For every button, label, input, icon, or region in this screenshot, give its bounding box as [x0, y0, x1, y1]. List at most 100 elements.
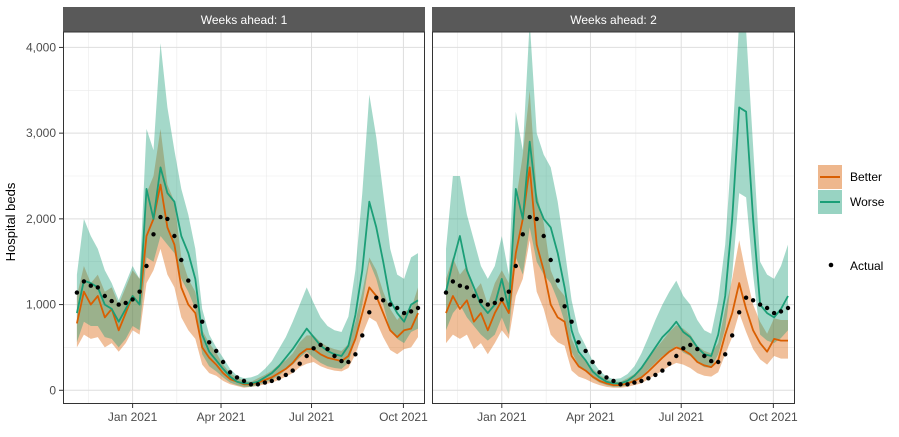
actual-point: [541, 233, 546, 239]
legend: Better Worse Actual: [818, 165, 885, 273]
actual-point: [339, 358, 344, 364]
legend-label-better: Better: [850, 170, 882, 184]
actual-point: [757, 302, 763, 307]
actual-point: [151, 232, 156, 237]
y-tick-label: 2,000: [26, 212, 56, 226]
panel-strip: [432, 7, 795, 32]
actual-point: [388, 302, 393, 307]
panel-1: Weeks ahead: 1 Jan 2021 Apr 2021 Jul 2021 Oc…: [63, 7, 428, 424]
legend-item-actual: Actual: [828, 259, 883, 273]
actual-point: [618, 382, 623, 387]
actual-point: [179, 257, 184, 263]
legend-key-actual: [828, 262, 834, 268]
actual-point: [262, 380, 268, 385]
actual-point: [415, 305, 421, 311]
y-tick-label: 4,000: [26, 40, 56, 54]
actual-point: [625, 382, 630, 387]
actual-point: [660, 368, 665, 373]
actual-point: [109, 298, 114, 304]
actual-point: [207, 340, 212, 345]
panel-border: [63, 31, 425, 404]
actual-point: [520, 232, 525, 237]
actual-point: [200, 319, 205, 324]
panel-2: Weeks ahead: 2 Jan 2021 Apr 2021 Jul 2021 Oc…: [432, 7, 798, 424]
legend-label-actual: Actual: [850, 259, 883, 273]
actual-point: [283, 372, 288, 378]
actual-point: [478, 298, 484, 304]
panel-border: [432, 31, 795, 404]
actual-point: [555, 278, 560, 283]
actual-point: [750, 298, 756, 303]
y-tick-label: 3,000: [26, 126, 56, 140]
actual-point: [325, 346, 330, 352]
x-tick-label: Oct 2021: [379, 410, 428, 424]
actual-point: [220, 359, 226, 365]
actual-point: [709, 358, 714, 364]
actual-point: [611, 378, 616, 384]
actual-point: [471, 293, 477, 299]
x-tick-label: Oct 2021: [749, 410, 798, 424]
actual-point: [576, 340, 581, 345]
actual-point: [534, 216, 539, 222]
actual-point: [158, 214, 163, 220]
actual-point: [443, 290, 449, 295]
actual-point: [548, 257, 553, 263]
plot-background: [63, 32, 425, 404]
actual-point: [737, 310, 742, 315]
actual-point: [597, 370, 602, 375]
actual-point: [681, 346, 686, 351]
band-worse: [76, 43, 419, 387]
legend-label-worse: Worse: [850, 195, 885, 209]
actual-point: [367, 310, 372, 315]
actual-point: [95, 285, 101, 290]
actual-point: [583, 348, 588, 354]
band-worse: [446, 32, 788, 387]
actual-point: [165, 216, 170, 222]
actual-point: [172, 233, 177, 239]
actual-point: [297, 361, 302, 366]
panel-strip: [63, 7, 425, 32]
legend-item-worse: Worse: [818, 190, 885, 214]
actual-point: [778, 309, 784, 314]
actual-point: [450, 279, 456, 284]
actual-point: [234, 375, 240, 380]
actual-point: [227, 370, 233, 375]
legend-item-better: Better: [818, 165, 882, 189]
actual-point: [604, 375, 609, 380]
actual-point: [569, 319, 574, 324]
actual-point: [464, 285, 470, 290]
actual-point: [674, 353, 679, 359]
actual-point: [311, 346, 316, 351]
actual-point: [144, 263, 149, 269]
actual-point: [346, 359, 351, 365]
actual-point: [381, 298, 386, 303]
actual-point: [590, 359, 595, 365]
actual-point: [332, 353, 337, 359]
actual-point: [186, 278, 191, 283]
actual-point: [743, 295, 749, 300]
panels: Weeks ahead: 1 Jan 2021 Apr 2021 Jul 2021 Oc…: [26, 7, 798, 424]
panel-title: Weeks ahead: 2: [570, 13, 657, 27]
actual-point: [130, 297, 135, 302]
actual-point: [716, 359, 721, 365]
actual-point: [214, 348, 219, 354]
x-tick-label: Apr 2021: [566, 410, 615, 424]
panel-data: [443, 32, 791, 388]
x-tick-label: Apr 2021: [197, 410, 246, 424]
actual-point: [88, 283, 94, 288]
actual-point: [730, 333, 735, 338]
actual-point: [492, 300, 497, 306]
line-worse: [445, 106, 789, 385]
plot-background: [432, 32, 795, 404]
actual-point: [255, 382, 261, 387]
y-tick-label: 1,000: [26, 298, 56, 312]
line-better: [445, 166, 788, 387]
actual-point: [499, 297, 504, 302]
actual-point: [116, 302, 121, 307]
actual-point: [304, 353, 309, 359]
actual-point: [527, 214, 532, 220]
actual-point: [485, 302, 490, 307]
actual-point: [632, 380, 637, 385]
